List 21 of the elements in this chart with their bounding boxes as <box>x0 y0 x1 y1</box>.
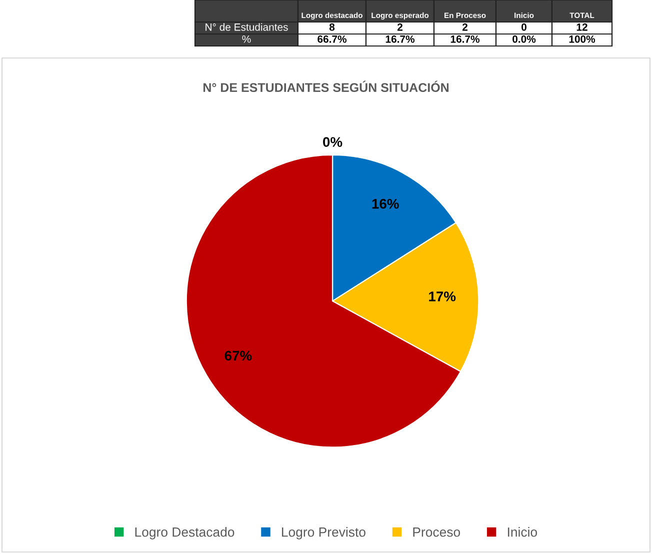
text: 2 <box>397 23 402 31</box>
text: 16.7% <box>450 35 480 43</box>
text: % <box>242 35 251 43</box>
text: 0% <box>323 137 342 147</box>
legend-label: Inicio <box>508 527 537 537</box>
text: 12 <box>576 23 588 31</box>
text: 100% <box>569 35 596 43</box>
text: 66.7% <box>318 35 346 43</box>
legend-label: Logro Destacado <box>135 527 234 540</box>
legend-label: Proceso <box>413 528 460 537</box>
legend-label: Logro Previsto <box>282 527 366 540</box>
data-label: 67% <box>224 350 252 361</box>
text: 2 <box>462 23 468 31</box>
data-label: 17% <box>429 292 456 302</box>
text: N° de Estudiantes <box>206 23 288 31</box>
text: 0.0% <box>512 35 536 43</box>
data-label: 16% <box>372 198 399 209</box>
text: 0 <box>522 23 526 31</box>
text: 8 <box>329 23 335 31</box>
text: 16.7% <box>386 35 414 43</box>
chart-title: N° DE ESTUDIANTES SEGÚN SITUACIÓN <box>203 80 448 92</box>
